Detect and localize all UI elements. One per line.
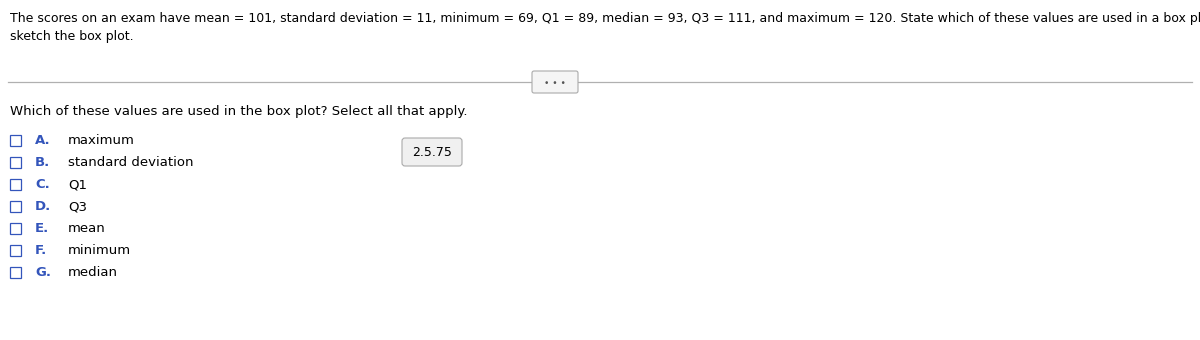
- Text: • • •: • • •: [544, 79, 566, 87]
- Text: Q1: Q1: [68, 178, 88, 191]
- Bar: [10, 201, 22, 211]
- Text: B.: B.: [35, 156, 50, 170]
- Text: C.: C.: [35, 178, 49, 191]
- Text: maximum: maximum: [68, 135, 134, 148]
- Text: E.: E.: [35, 222, 49, 236]
- Bar: [10, 244, 22, 255]
- Text: The scores on an exam have mean = 101, standard deviation = 11, minimum = 69, Q1: The scores on an exam have mean = 101, s…: [10, 12, 1200, 25]
- Text: mean: mean: [68, 222, 106, 236]
- FancyBboxPatch shape: [532, 71, 578, 93]
- Text: F.: F.: [35, 244, 47, 257]
- Text: Q3: Q3: [68, 201, 88, 214]
- FancyBboxPatch shape: [402, 138, 462, 166]
- Bar: [10, 156, 22, 168]
- Text: median: median: [68, 267, 118, 279]
- Text: 2.5.75: 2.5.75: [412, 147, 452, 159]
- Text: Which of these values are used in the box plot? Select all that apply.: Which of these values are used in the bo…: [10, 105, 468, 118]
- Bar: [10, 267, 22, 277]
- Text: minimum: minimum: [68, 244, 131, 257]
- Bar: [10, 178, 22, 189]
- Text: A.: A.: [35, 135, 50, 148]
- Text: sketch the box plot.: sketch the box plot.: [10, 30, 133, 43]
- Text: G.: G.: [35, 267, 50, 279]
- Text: standard deviation: standard deviation: [68, 156, 193, 170]
- Text: D.: D.: [35, 201, 52, 214]
- Bar: [10, 222, 22, 234]
- Bar: [10, 135, 22, 146]
